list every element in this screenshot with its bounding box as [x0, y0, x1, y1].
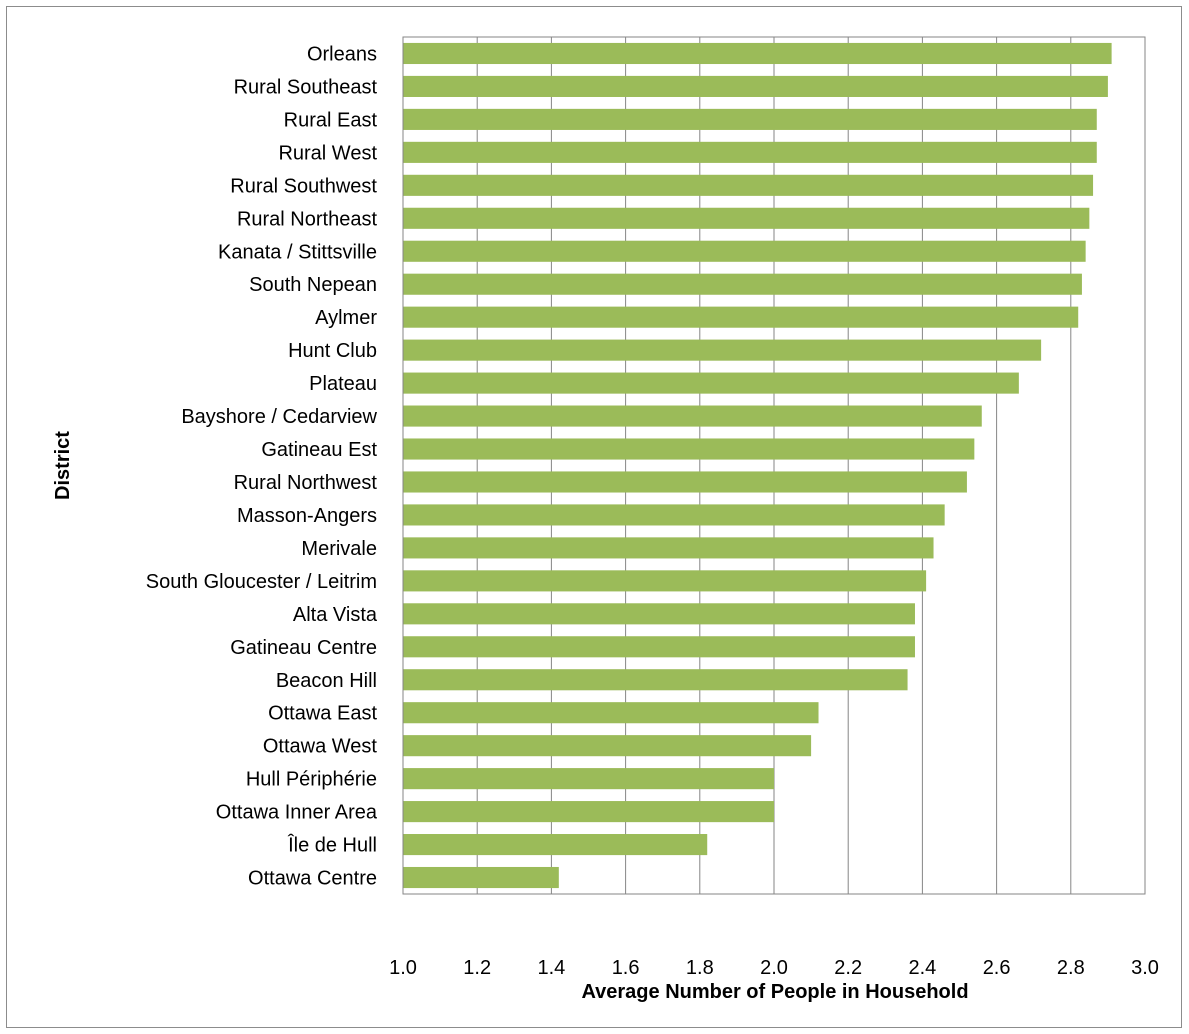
category-label: Gatineau Centre	[230, 637, 377, 659]
gridlines	[402, 37, 1146, 894]
bar	[403, 702, 819, 724]
category-label: Rural East	[284, 109, 378, 131]
bar	[403, 108, 1097, 130]
category-label: Bayshore / Cedarview	[181, 406, 377, 428]
bar	[403, 42, 1112, 65]
x-tick-label: 1.0	[389, 957, 417, 979]
x-tick-label: 1.8	[686, 957, 714, 979]
bar	[403, 537, 934, 559]
x-tick-label: 1.4	[537, 957, 565, 979]
category-label: Ottawa East	[268, 703, 377, 725]
bar	[403, 405, 982, 427]
category-label: Hull Périphérie	[246, 769, 377, 791]
bar	[403, 603, 915, 625]
category-label: Hunt Club	[288, 340, 377, 362]
bar	[403, 240, 1086, 262]
bar	[403, 768, 774, 790]
category-label: Ottawa Inner Area	[216, 802, 378, 824]
bar	[403, 372, 1019, 394]
category-label: Ottawa Centre	[248, 868, 377, 890]
bar	[403, 866, 559, 889]
category-label: Ottawa West	[263, 736, 378, 758]
bar	[403, 735, 812, 757]
x-tick-label: 1.6	[612, 957, 640, 979]
x-tick-labels: 1.0 1.2 1.4 1.6 1.8 2.0 2.2 2.4 2.6 2.8 3.0	[389, 957, 1159, 979]
x-tick-label: 2.2	[834, 957, 862, 979]
category-label: Alta Vista	[293, 604, 378, 626]
bar	[403, 75, 1108, 97]
x-tick-label: 2.6	[983, 957, 1011, 979]
bar	[403, 273, 1082, 295]
category-label: South Nepean	[249, 274, 377, 296]
category-label: Rural Northwest	[234, 472, 378, 494]
category-label: Île de Hull	[287, 834, 377, 857]
bar	[403, 174, 1094, 196]
bar	[403, 834, 708, 856]
category-label: Rural Southwest	[230, 175, 377, 197]
plot-area-border	[402, 36, 1146, 895]
bar	[403, 801, 774, 823]
bar	[403, 207, 1090, 229]
category-label: Aylmer	[315, 307, 377, 329]
bar	[403, 570, 927, 592]
bar	[403, 636, 915, 658]
x-tick-label: 2.8	[1057, 957, 1085, 979]
bar	[403, 306, 1079, 328]
category-label: Merivale	[301, 538, 377, 560]
category-labels: Orleans Rural Southeast Rural East Rural We…	[146, 43, 378, 889]
x-tick-label: 2.4	[908, 957, 936, 979]
bar	[403, 669, 908, 691]
bar	[403, 471, 967, 493]
x-axis-title: Average Number of People in Household	[581, 981, 968, 1003]
category-label: Masson-Angers	[237, 505, 377, 527]
category-label: Plateau	[309, 373, 377, 395]
bar	[403, 141, 1097, 163]
x-tick-label: 3.0	[1131, 957, 1159, 979]
category-label: Rural West	[278, 142, 377, 164]
x-tick-label: 1.2	[463, 957, 491, 979]
category-label: South Gloucester / Leitrim	[146, 571, 377, 593]
category-label: Gatineau Est	[261, 439, 377, 461]
x-tick-label: 2.0	[760, 957, 788, 979]
category-label: Beacon Hill	[276, 670, 377, 692]
bars	[403, 42, 1112, 889]
bar	[403, 504, 945, 526]
category-label: Orleans	[307, 43, 377, 65]
bar	[403, 438, 975, 460]
y-axis-title: District	[52, 431, 74, 500]
category-label: Kanata / Stittsville	[218, 241, 377, 263]
category-label: Rural Southeast	[234, 76, 378, 98]
category-label: Rural Northeast	[237, 208, 378, 230]
bar	[403, 339, 1042, 361]
